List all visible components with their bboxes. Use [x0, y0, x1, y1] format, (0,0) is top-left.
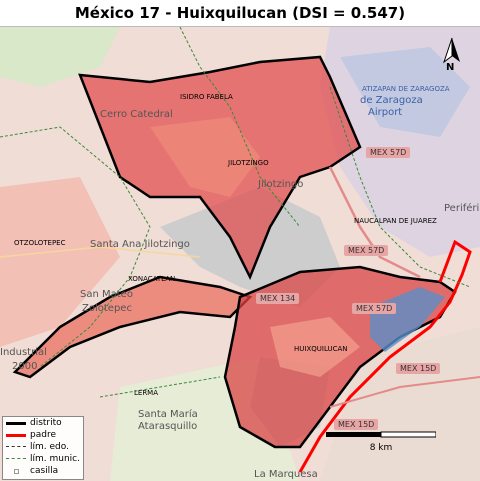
parent-boundary: [298, 239, 472, 473]
legend-swatch-padre: [6, 430, 26, 440]
district-north-light: [150, 117, 260, 197]
road-shield: MEX 57D: [366, 147, 411, 158]
municipal-boundary-4: [99, 376, 221, 398]
scale-bar-graphic: [326, 431, 437, 438]
legend-item-lim-munic: lím. munic.: [6, 453, 83, 465]
label-zolotepec: Zolotepec: [82, 303, 132, 314]
map-title: México 17 - Huixquilucan (DSI = 0.547): [74, 4, 406, 22]
road-shield: MEX 57D: [344, 245, 389, 256]
label-jilotzingo: JILOTZINGO: [228, 159, 269, 167]
map-legend: distrito padre lím. edo. lím. munic. cas…: [2, 416, 84, 480]
legend-item-distrito: distrito: [6, 417, 83, 429]
legend-label: distrito: [30, 418, 62, 428]
district-south-light: [270, 317, 360, 377]
legend-label: lím. edo.: [30, 442, 69, 452]
road-shield: MEX 15D: [396, 363, 441, 374]
label-la-marquesa: La Marquesa: [254, 469, 318, 480]
label-perifer: Periféri: [444, 203, 480, 214]
legend-item-casilla: casilla: [6, 465, 83, 477]
label-xonacatlan: XONACATLAN: [128, 275, 176, 283]
road-major: [328, 166, 421, 279]
label-atizapan: ATIZAPAN DE ZARAGOZA: [362, 85, 450, 93]
label-atarasquillo: Atarasquillo: [138, 421, 198, 432]
basemap-west-pink: [0, 177, 120, 347]
legend-label: padre: [30, 430, 56, 440]
road-minor: [0, 246, 201, 258]
legend-label: lím. munic.: [30, 454, 80, 464]
label-airport: Airport: [368, 107, 403, 118]
legend-item-padre: padre: [6, 429, 83, 441]
road-shield: MEX 15D: [334, 419, 379, 430]
label-santa-maria: Santa María: [138, 409, 198, 420]
scale-bar: 8 km: [326, 430, 437, 453]
label-otzolotepec: OTZOLOTEPEC: [14, 239, 66, 247]
north-arrow-icon: [443, 37, 460, 64]
label-jilotzingo-big: Jilotzingo: [258, 179, 304, 190]
north-arrow: N: [440, 36, 464, 78]
map-canvas: ISIDRO FABELA JILOTZINGO Jilotzingo OTZO…: [0, 26, 480, 481]
legend-label: casilla: [30, 466, 59, 476]
label-santa-ana: Santa Ana Jilotzingo: [90, 239, 190, 250]
map-svg: [0, 27, 480, 481]
basemap-urban-airport: [340, 47, 470, 137]
legend-swatch-distrito: [6, 418, 26, 428]
north-label: N: [446, 62, 455, 73]
legend-swatch-lim-edo: [6, 442, 26, 452]
municipal-boundary-1: [0, 126, 151, 368]
municipal-boundary-2: [179, 27, 301, 228]
label-year: 2000: [12, 361, 38, 372]
label-industrial: Industrial: [0, 347, 47, 358]
label-naucalpan: NAUCALPAN DE JUAREZ: [354, 217, 437, 225]
road-shield: MEX 57D: [352, 303, 397, 314]
road-south: [329, 376, 480, 408]
label-san-mateo: San Mateo: [80, 289, 133, 300]
road-shield: MEX 134: [256, 293, 300, 304]
label-atizapan-big: de Zaragoza: [360, 95, 423, 106]
label-catedral: Cerro Catedral: [100, 109, 173, 120]
legend-swatch-casilla: [6, 466, 26, 476]
label-huixquilucan: HUIXQUILUCAN: [294, 345, 348, 353]
legend-item-lim-edo: lím. edo.: [6, 441, 83, 453]
basemap-green-nw: [0, 27, 120, 87]
legend-swatch-lim-munic: [6, 454, 26, 464]
scale-label: 8 km: [369, 443, 393, 453]
label-isidro-fabela: ISIDRO FABELA: [180, 93, 233, 101]
label-lerma: LERMA: [134, 389, 159, 397]
